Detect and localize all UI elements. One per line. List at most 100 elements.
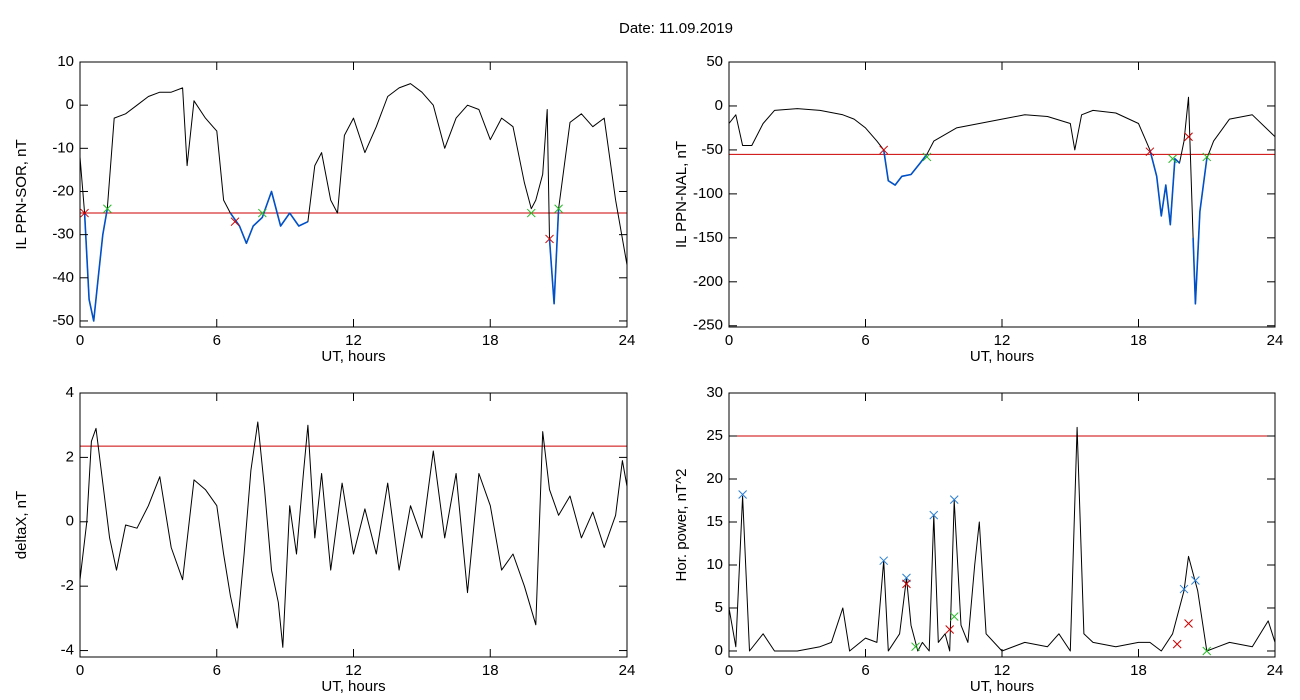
x-tick-label: 24 xyxy=(619,332,636,349)
x-tick-label: 6 xyxy=(861,332,869,349)
cross-marker xyxy=(257,208,267,218)
cross-stroke xyxy=(879,145,889,155)
cross-stroke xyxy=(945,625,955,634)
x-axis-label: UT, hours xyxy=(970,678,1034,695)
y-axis-label: IL PPN-SOR, nT xyxy=(13,139,30,249)
cross-marker xyxy=(1202,646,1212,656)
figure-title: Date: 11.09.2019 xyxy=(619,20,733,37)
data-line xyxy=(83,190,560,322)
cross-stroke xyxy=(102,204,112,214)
cross-stroke xyxy=(949,612,959,621)
y-tick-label: -50 xyxy=(52,312,74,329)
y-tick-label: 20 xyxy=(706,470,723,487)
cross-stroke xyxy=(1184,132,1193,142)
y-tick-label: 0 xyxy=(66,513,74,530)
data-line xyxy=(79,83,628,322)
y-tick-label: 2 xyxy=(66,448,74,465)
x-tick-label: 24 xyxy=(1267,662,1284,679)
y-tick-label: 0 xyxy=(715,642,723,659)
cross-marker xyxy=(1145,147,1155,157)
cross-marker xyxy=(230,217,240,227)
x-tick-label: 18 xyxy=(1130,662,1147,679)
y-tick-label: 4 xyxy=(66,384,74,401)
cross-marker xyxy=(1168,154,1177,164)
y-tick-label: -100 xyxy=(693,185,723,202)
cross-marker xyxy=(949,495,959,504)
cross-stroke xyxy=(911,642,920,652)
cross-marker xyxy=(1179,584,1189,594)
x-axis-label: UT, hours xyxy=(321,678,385,695)
cross-stroke xyxy=(1172,639,1182,649)
data-line xyxy=(882,149,1208,305)
y-tick-label: 5 xyxy=(715,599,723,616)
x-tick-label: 6 xyxy=(861,662,869,679)
y-tick-label: -150 xyxy=(693,229,723,246)
y-tick-label: 30 xyxy=(706,384,723,401)
cross-stroke xyxy=(554,204,563,214)
y-tick-label: 50 xyxy=(706,53,723,70)
cross-marker xyxy=(879,556,889,566)
x-tick-label: 0 xyxy=(725,662,733,679)
x-tick-label: 0 xyxy=(76,662,84,679)
cross-stroke xyxy=(1168,154,1177,164)
cross-stroke xyxy=(230,217,240,227)
y-tick-label: 10 xyxy=(706,556,723,573)
y-tick-label: 25 xyxy=(706,427,723,444)
y-tick-label: -4 xyxy=(61,642,74,659)
y-tick-label: 0 xyxy=(66,96,74,113)
cross-stroke xyxy=(526,208,536,218)
y-tick-label: -250 xyxy=(693,317,723,334)
cross-stroke xyxy=(922,152,932,162)
x-axis-label: UT, hours xyxy=(970,348,1034,365)
x-tick-label: 12 xyxy=(345,332,362,349)
cross-marker xyxy=(1202,152,1212,162)
x-tick-label: 18 xyxy=(482,332,499,349)
cross-stroke xyxy=(1184,619,1193,628)
cross-marker xyxy=(102,204,112,214)
cross-marker xyxy=(911,642,920,652)
cross-stroke xyxy=(545,234,554,244)
cross-marker xyxy=(545,234,554,244)
y-tick-label: 0 xyxy=(715,97,723,114)
y-tick-label: -200 xyxy=(693,273,723,290)
x-tick-label: 24 xyxy=(1267,332,1284,349)
cross-marker xyxy=(929,510,939,520)
x-tick-label: 24 xyxy=(619,662,636,679)
y-tick-label: 15 xyxy=(706,513,723,530)
cross-stroke xyxy=(902,579,911,589)
y-tick-label: -40 xyxy=(52,269,74,286)
data-line xyxy=(79,421,628,648)
y-axis-label: Hor. power, nT^2 xyxy=(673,469,690,582)
cross-marker xyxy=(526,208,536,218)
cross-stroke xyxy=(738,490,748,499)
data-line xyxy=(728,426,1276,652)
x-tick-label: 18 xyxy=(482,662,499,679)
cross-marker xyxy=(1184,132,1193,142)
y-tick-label: -2 xyxy=(61,577,74,594)
cross-stroke xyxy=(1191,576,1200,585)
y-tick-label: -20 xyxy=(52,182,74,199)
cross-stroke xyxy=(1145,147,1155,157)
x-tick-label: 18 xyxy=(1130,332,1147,349)
cross-marker xyxy=(1184,619,1193,628)
cross-marker xyxy=(554,204,563,214)
cross-stroke xyxy=(80,208,89,218)
cross-marker xyxy=(902,579,911,589)
y-axis-label: IL PPN-NAL, nT xyxy=(673,141,690,248)
cross-marker xyxy=(945,625,955,634)
cross-marker xyxy=(1172,639,1182,649)
y-tick-label: -30 xyxy=(52,226,74,243)
x-tick-label: 6 xyxy=(213,332,221,349)
cross-stroke xyxy=(1202,152,1212,162)
x-tick-label: 12 xyxy=(994,332,1011,349)
x-tick-label: 6 xyxy=(213,662,221,679)
cross-stroke xyxy=(949,495,959,504)
data-line xyxy=(728,96,1276,305)
x-tick-label: 12 xyxy=(345,662,362,679)
cross-stroke xyxy=(1179,584,1189,594)
x-tick-label: 0 xyxy=(725,332,733,349)
cross-stroke xyxy=(257,208,267,218)
y-axis-label: deltaX, nT xyxy=(13,491,30,559)
